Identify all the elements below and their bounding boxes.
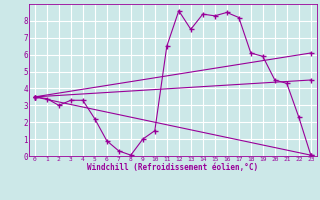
- X-axis label: Windchill (Refroidissement éolien,°C): Windchill (Refroidissement éolien,°C): [87, 163, 258, 172]
